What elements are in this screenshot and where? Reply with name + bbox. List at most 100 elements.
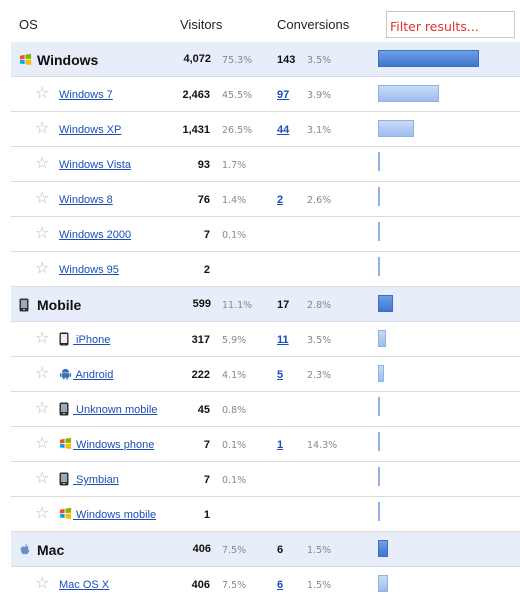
star-icon[interactable]: ☆ [35,505,50,522]
visitors-count: 1 [203,509,210,521]
table-row[interactable]: ☆ Symbian 7 0.1% [11,462,520,497]
visitors-share-bar [378,152,380,171]
visitors-percent: 7.5% [222,580,247,591]
group-row[interactable]: Windows 4,072 75.3% 143 3.5% [11,42,520,77]
conversions-percent: 2.8% [307,300,332,311]
visitors-share-bar [378,222,380,241]
table-row[interactable]: ☆ Unknown mobile 45 0.8% [11,392,520,427]
os-name-link[interactable]: Symbian [73,474,119,486]
apple-icon [19,543,32,556]
conversions-count[interactable]: 11 [277,334,289,346]
filter-input[interactable] [386,11,515,38]
group-name: Windows [37,52,99,68]
visitors-share-bar [378,502,380,521]
visitors-share-bar [378,540,388,557]
visitors-percent: 7.5% [222,545,247,556]
mobile-phone-icon [59,402,72,416]
visitors-percent: 1.7% [222,160,247,171]
os-name-link[interactable]: iPhone [73,334,111,346]
os-name-link[interactable]: Windows phone [73,439,155,451]
visitors-percent: 0.8% [222,405,247,416]
conversions-count[interactable]: 6 [277,579,284,591]
visitors-count: 406 [191,579,210,591]
visitors-share-bar [378,432,380,451]
os-name-link[interactable]: Android [73,369,114,381]
table-row[interactable]: ☆ Windows XP 1,431 26.5% 44 3.1% [11,112,520,147]
conversions-column-header[interactable]: Conversions [277,17,350,32]
os-column-header[interactable]: OS [19,17,38,32]
star-icon[interactable]: ☆ [35,260,50,277]
conversions-count: 143 [277,54,296,66]
star-icon[interactable]: ☆ [35,120,50,137]
visitors-count: 2 [203,264,210,276]
table-row[interactable]: ☆ Windows Vista 93 1.7% [11,147,520,182]
conversions-percent: 1.5% [307,580,332,591]
conversions-count[interactable]: 2 [277,194,284,206]
os-table: Windows 4,072 75.3% 143 3.5% ☆ Windows 7 2,463 4… [11,42,520,600]
table-row[interactable]: ☆ Windows 7 2,463 45.5% 97 3.9% [11,77,520,112]
os-name-link[interactable]: Windows 95 [59,264,119,276]
conversions-count[interactable]: 44 [277,124,290,136]
conversions-percent: 3.5% [307,335,332,346]
os-name-link[interactable]: Windows Vista [59,159,131,171]
star-icon[interactable]: ☆ [35,365,50,382]
visitors-percent: 5.9% [222,335,247,346]
table-row[interactable]: ☆ Windows mobile 1 [11,497,520,532]
star-icon[interactable]: ☆ [35,400,50,417]
conversions-percent: 1.5% [307,545,332,556]
table-row[interactable]: ☆ Mac OS X 406 7.5% 6 1.5% [11,567,520,600]
table-row[interactable]: ☆ Android 222 4.1% 5 2.3% [11,357,520,392]
star-icon[interactable]: ☆ [35,330,50,347]
visitors-percent: 0.1% [222,475,247,486]
visitors-percent: 4.1% [222,370,247,381]
visitors-share-bar [378,257,380,276]
visitors-share-bar [378,397,380,416]
visitors-percent: 1.4% [222,195,247,206]
visitors-column-header[interactable]: Visitors [180,17,223,32]
table-row[interactable]: ☆ Windows 2000 7 0.1% [11,217,520,252]
visitors-percent: 0.1% [222,440,247,451]
star-icon[interactable]: ☆ [35,155,50,172]
star-icon[interactable]: ☆ [35,470,50,487]
conversions-count: 17 [277,299,290,311]
os-name-link[interactable]: Windows XP [59,124,122,136]
star-icon[interactable]: ☆ [35,190,50,207]
visitors-count: 317 [191,334,210,346]
conversions-count[interactable]: 97 [277,89,290,101]
os-name-link[interactable]: Mac OS X [59,579,110,591]
visitors-share-bar [378,85,439,102]
visitors-share-bar [378,467,380,486]
visitors-share-bar [378,575,388,592]
visitors-count: 93 [197,159,210,171]
mobile-phone-icon [19,298,32,312]
conversions-count[interactable]: 1 [277,439,284,451]
table-row[interactable]: ☆ Windows phone 7 0.1% 1 14.3% [11,427,520,462]
conversions-percent: 14.3% [307,440,338,451]
visitors-count: 7 [203,229,210,241]
star-icon[interactable]: ☆ [35,435,50,452]
visitors-percent: 45.5% [222,90,253,101]
os-name-link[interactable]: Windows mobile [73,509,157,521]
table-header: OS Visitors Conversions [0,0,520,46]
group-row[interactable]: Mobile 599 11.1% 17 2.8% [11,287,520,322]
os-name-link[interactable]: Windows 2000 [59,229,132,241]
visitors-share-bar [378,50,479,67]
conversions-percent: 3.9% [307,90,332,101]
visitors-count: 1,431 [182,124,210,136]
os-name-link[interactable]: Unknown mobile [73,404,158,416]
table-row[interactable]: ☆ iPhone 317 5.9% 11 3.5% [11,322,520,357]
star-icon[interactable]: ☆ [35,225,50,242]
conversions-count[interactable]: 5 [277,369,284,381]
os-name-link[interactable]: Windows 7 [59,89,113,101]
os-name-link[interactable]: Windows 8 [59,194,113,206]
group-row[interactable]: Mac 406 7.5% 6 1.5% [11,532,520,567]
conversions-percent: 2.6% [307,195,332,206]
table-row[interactable]: ☆ Windows 8 76 1.4% 2 2.6% [11,182,520,217]
visitors-percent: 26.5% [222,125,253,136]
table-row[interactable]: ☆ Windows 95 2 [11,252,520,287]
visitors-share-bar [378,295,393,312]
star-icon[interactable]: ☆ [35,575,50,592]
star-icon[interactable]: ☆ [35,85,50,102]
visitors-percent: 11.1% [222,300,253,311]
visitors-count: 406 [192,543,211,555]
